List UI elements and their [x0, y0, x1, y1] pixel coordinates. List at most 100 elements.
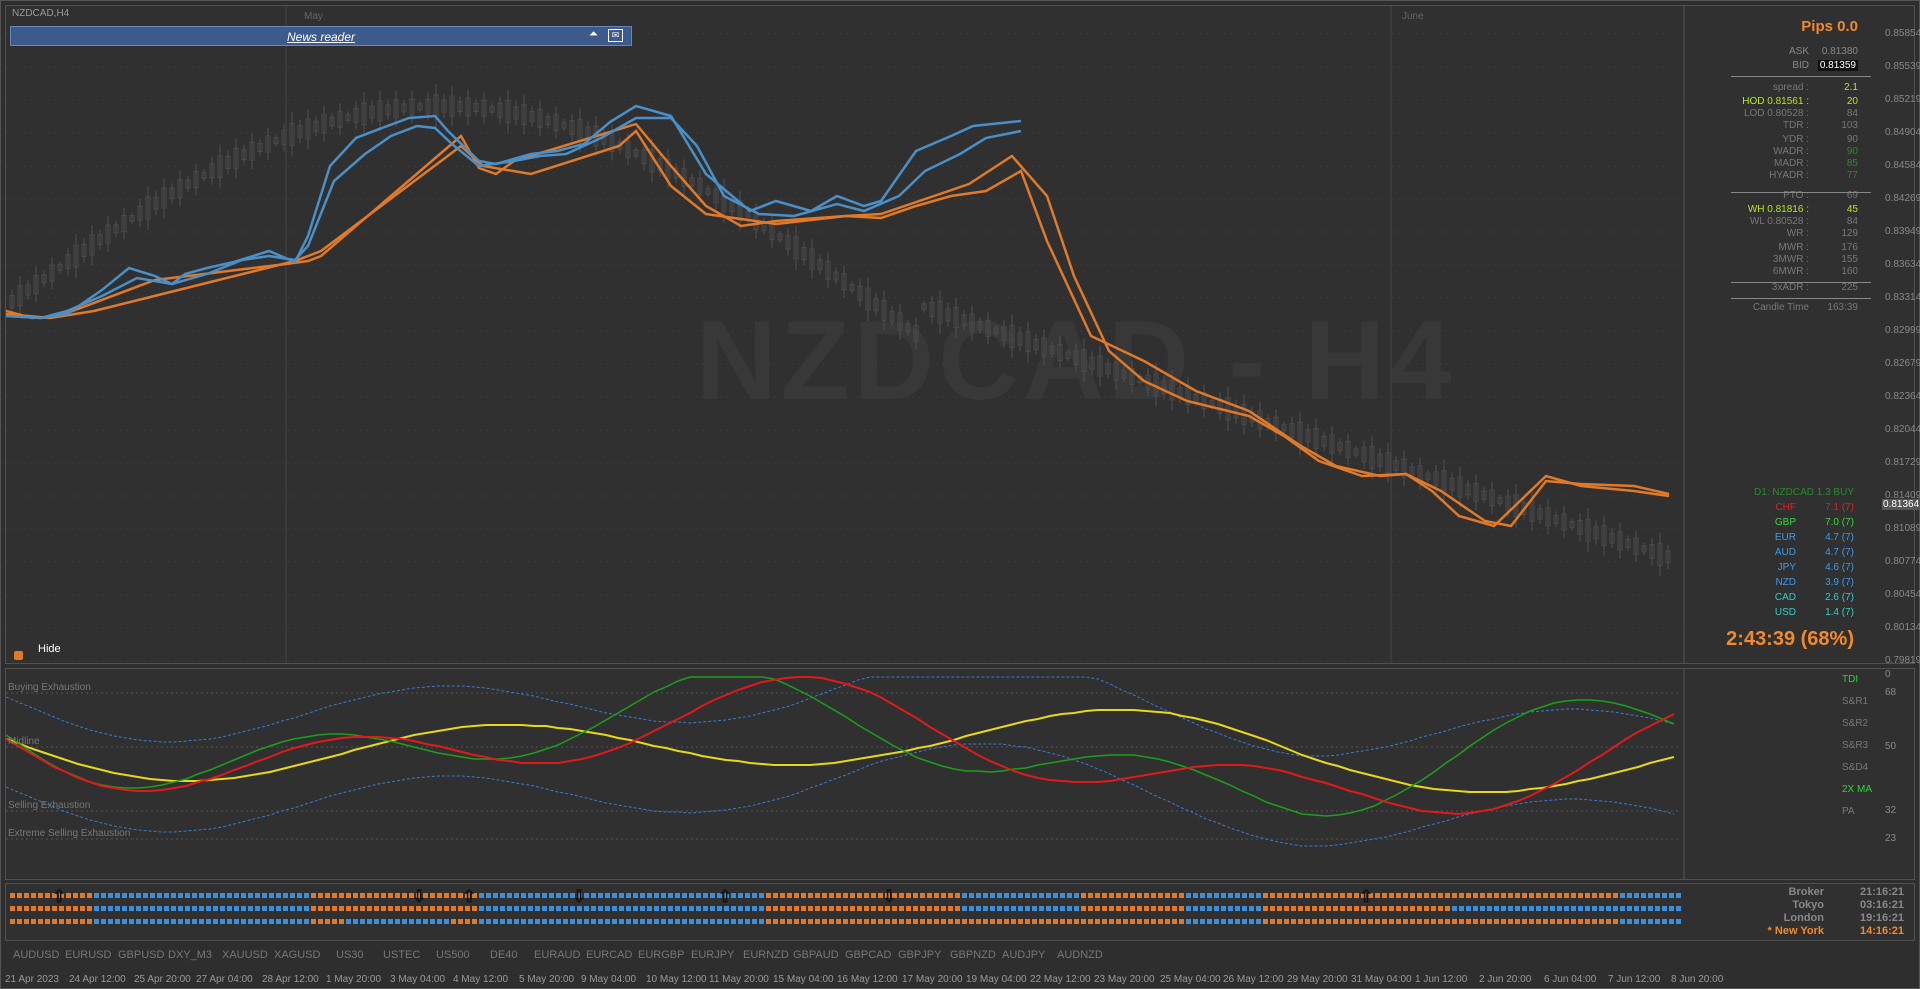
signal-cell — [115, 906, 120, 911]
candle-body — [777, 233, 783, 241]
symbol-tab-xauusd[interactable]: XAUUSD — [222, 949, 268, 961]
symbol-tab-audusd[interactable]: AUDUSD — [13, 949, 60, 961]
signal-cell — [962, 893, 967, 898]
news-reader-title[interactable]: News reader — [287, 30, 356, 44]
hide-toggle-icon[interactable] — [14, 651, 23, 660]
tdi-indicator-pane[interactable]: Buying Exhaustion Midline Selling Exhausti… — [5, 668, 1915, 880]
info-value-ask: 0.81380 — [1821, 46, 1858, 57]
signal-cell — [430, 919, 435, 924]
signal-cell — [66, 893, 71, 898]
symbol-tab-xagusd[interactable]: XAGUSD — [274, 949, 321, 961]
signal-cell — [136, 906, 141, 911]
symbol-tab-eurcad[interactable]: EURCAD — [586, 949, 633, 961]
symbol-tab-eurgbp[interactable]: EURGBP — [638, 949, 685, 961]
candle-body — [697, 177, 703, 195]
signal-cell — [388, 893, 393, 898]
tdi-axis-label: 23 — [1885, 833, 1897, 844]
symbol-tab-eurusd[interactable]: EURUSD — [65, 949, 112, 961]
close-icon[interactable]: ✉ — [608, 29, 623, 42]
hide-button[interactable]: Hide — [38, 643, 61, 655]
signal-cell — [528, 919, 533, 924]
signal-cell — [591, 906, 596, 911]
candle-body — [1001, 326, 1007, 342]
signal-cell — [1508, 893, 1513, 898]
date-axis-label: 7 Jun 12:00 — [1608, 974, 1661, 985]
signal-cell — [1144, 919, 1149, 924]
candle-body — [937, 300, 943, 324]
candle-body — [945, 308, 951, 322]
price-chart-canvas[interactable] — [6, 6, 1916, 663]
signal-cell — [731, 919, 736, 924]
symbol-tab-gbpjpy[interactable]: GBPJPY — [898, 949, 942, 961]
price-chart-pane[interactable]: NZDCAD,H4 NZDCAD - H4 News reader ⏶ ✉ Ma… — [5, 5, 1920, 666]
symbol-tab-audnzd[interactable]: AUDNZD — [1057, 949, 1103, 961]
signal-cell — [1417, 893, 1422, 898]
symbol-tab-us30[interactable]: US30 — [336, 949, 364, 961]
signal-cell — [563, 919, 568, 924]
signal-cell — [1172, 919, 1177, 924]
signal-cell — [808, 893, 813, 898]
symbol-tab-audjpy[interactable]: AUDJPY — [1002, 949, 1046, 961]
news-reader-bar[interactable]: News reader ⏶ ✉ — [10, 26, 632, 46]
symbol-tab-eurjpy[interactable]: EURJPY — [691, 949, 735, 961]
signal-cell — [1515, 893, 1520, 898]
signal-cell — [717, 919, 722, 924]
symbol-tab-eurnzd[interactable]: EURNZD — [743, 949, 789, 961]
signal-cell — [1235, 893, 1240, 898]
signal-cell — [521, 919, 526, 924]
tdi-chart-canvas[interactable] — [6, 669, 1916, 879]
signal-cell — [843, 919, 848, 924]
candle-body — [849, 283, 855, 291]
signal-cell — [1571, 919, 1576, 924]
signal-cell — [808, 919, 813, 924]
tdi-axis-label: 68 — [1885, 687, 1897, 698]
strength-value: 1.4 (7) — [1825, 607, 1854, 618]
signal-cell — [1228, 893, 1233, 898]
signal-cell — [857, 906, 862, 911]
signal-cell — [976, 893, 981, 898]
tdi-right-label: TDI — [1842, 674, 1859, 685]
signal-cell — [1193, 893, 1198, 898]
symbol-tab-gbpcad[interactable]: GBPCAD — [845, 949, 892, 961]
price-axis-label: 0.83634 — [1885, 259, 1920, 270]
symbol-tab-gbpaud[interactable]: GBPAUD — [793, 949, 839, 961]
symbol-tab-us500[interactable]: US500 — [436, 949, 470, 961]
signal-cell — [1242, 893, 1247, 898]
signal-cell — [997, 893, 1002, 898]
signal-cell — [1424, 906, 1429, 911]
date-axis-label: 1 Jun 12:00 — [1415, 974, 1468, 985]
candle-body — [81, 244, 87, 258]
symbol-tab-gbpusd[interactable]: GBPUSD — [118, 949, 165, 961]
signal-cell — [423, 893, 428, 898]
candle-body — [417, 103, 423, 111]
symbol-tab-de40[interactable]: DE40 — [490, 949, 518, 961]
symbol-tab-euraud[interactable]: EURAUD — [534, 949, 581, 961]
candle-body — [1617, 531, 1623, 551]
signal-cell — [948, 906, 953, 911]
signal-cell — [423, 906, 428, 911]
signal-cell — [1529, 893, 1534, 898]
info-value-madr: 85 — [1846, 158, 1858, 169]
date-axis-label: 4 May 12:00 — [453, 974, 509, 985]
strength-value: 7.1 (7) — [1825, 502, 1854, 513]
signal-cell — [675, 906, 680, 911]
signal-cell — [738, 893, 743, 898]
signal-cell — [1557, 919, 1562, 924]
candle-body — [217, 155, 223, 179]
symbol-tab-gbpnzd[interactable]: GBPNZD — [950, 949, 996, 961]
symbol-tab-dxy_m3[interactable]: DXY_M3 — [168, 949, 213, 961]
signal-cell — [535, 919, 540, 924]
symbol-tab-ustec[interactable]: USTEC — [383, 949, 421, 961]
signal-strip-pane[interactable]: ⇧ ⇩ ⇧ ⇩ ⇧ ⇩ ⇧ Broker 21:16:21 Tokyo 03:16:21 Londo… — [5, 883, 1915, 941]
signal-cell — [1200, 906, 1205, 911]
signal-cell — [1312, 893, 1317, 898]
signal-cell — [1508, 919, 1513, 924]
signal-cell — [570, 906, 575, 911]
tdi-right-label: S&D4 — [1842, 762, 1869, 773]
tdi-right-label: S&R2 — [1842, 718, 1869, 729]
signal-cell — [1627, 893, 1632, 898]
info-value-wr: 129 — [1841, 228, 1858, 239]
signal-cell — [871, 906, 876, 911]
signal-cell — [1109, 906, 1114, 911]
minimize-icon[interactable]: ⏶ — [589, 28, 598, 40]
